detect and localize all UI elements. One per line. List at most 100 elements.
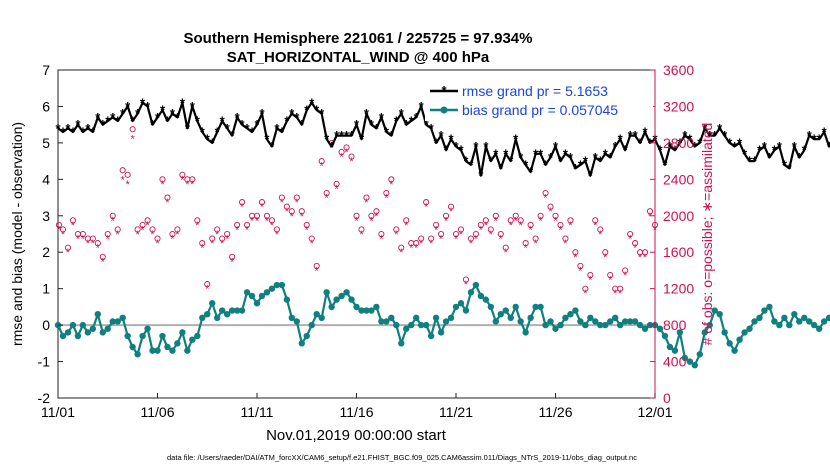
x-tick-label: 11/06 <box>141 404 175 420</box>
rmse-point: * <box>727 135 733 150</box>
y-left-tick-label: 3 <box>42 208 50 224</box>
obs-possible-point <box>204 281 211 288</box>
bias-point <box>403 325 410 332</box>
rmse-point: * <box>498 161 504 176</box>
rmse-point: * <box>309 95 315 110</box>
obs-assimilated-point: * <box>369 215 374 227</box>
y-left-tick-label: 4 <box>42 171 50 187</box>
obs-possible-point <box>288 208 295 215</box>
rmse-point: * <box>508 154 514 169</box>
x-axis-label: Nov.01,2019 00:00:00 start <box>266 427 447 444</box>
obs-assimilated-point: * <box>593 220 598 232</box>
obs-possible-point <box>497 230 504 238</box>
obs-assimilated-point: * <box>354 215 359 227</box>
rmse-point: * <box>762 139 768 154</box>
bias-point <box>169 347 176 354</box>
y-right-tick-label: 3600 <box>663 62 694 78</box>
bias-point <box>427 332 435 340</box>
obs-possible-point <box>79 230 86 238</box>
rmse-point: * <box>757 143 763 158</box>
obs-possible-point <box>642 249 649 256</box>
rmse-point: * <box>324 132 330 147</box>
bias-point <box>174 340 181 347</box>
obs-assimilated-point: * <box>185 179 190 191</box>
obs-assimilated-point: * <box>533 238 538 250</box>
bias-point <box>691 362 698 369</box>
obs-possible-point <box>169 230 176 238</box>
bias-point <box>238 307 246 314</box>
obs-assimilated-point: * <box>76 234 81 246</box>
bias-point <box>293 318 300 325</box>
rmse-point: * <box>827 139 830 154</box>
bias-point <box>592 318 599 325</box>
obs-assimilated-point: * <box>310 238 315 250</box>
obs-possible-point <box>363 194 370 201</box>
obs-possible-point <box>522 240 529 247</box>
bias-point <box>398 340 405 347</box>
obs-possible-point <box>89 235 96 242</box>
obs-possible-point <box>442 212 450 219</box>
obs-possible-point <box>174 226 181 233</box>
obs-assimilated-point: * <box>514 215 519 227</box>
obs-assimilated-point: * <box>583 288 588 300</box>
bias-point <box>363 307 370 314</box>
obs-possible-point <box>253 212 261 219</box>
rmse-point: * <box>822 124 828 139</box>
bias-point <box>328 303 335 311</box>
obs-assimilated-point: * <box>454 234 459 246</box>
obs-possible-point <box>646 208 654 215</box>
y-left-tick-label: 5 <box>42 135 50 151</box>
rmse-point: * <box>215 124 221 139</box>
bias-point <box>253 300 261 307</box>
y-right-tick-label: 3200 <box>663 98 694 114</box>
bias-point <box>786 321 793 329</box>
bias-point <box>373 303 380 311</box>
rmse-point: * <box>264 132 270 147</box>
obs-assimilated-point: * <box>195 220 200 232</box>
obs-assimilated-point: * <box>285 206 290 218</box>
obs-possible-point <box>577 262 584 269</box>
obs-assimilated-point: * <box>150 229 155 241</box>
obs-possible-point <box>597 226 604 233</box>
legend-bias-label: bias grand pr = 0.057045 <box>462 102 618 118</box>
bias-point <box>731 347 738 354</box>
bias-point <box>323 289 330 296</box>
obs-possible-point <box>428 235 435 242</box>
obs-assimilated-point: * <box>504 247 509 259</box>
bias-point <box>129 343 136 351</box>
obs-assimilated-point: * <box>389 179 394 191</box>
obs-assimilated-point: * <box>61 229 66 241</box>
rmse-point: * <box>598 154 604 169</box>
obs-assimilated-point: * <box>524 243 529 255</box>
obs-assimilated-point: * <box>280 197 285 209</box>
rmse-point: * <box>249 124 255 139</box>
obs-assimilated-point: * <box>180 174 185 186</box>
bias-point <box>378 318 385 325</box>
y-left-tick-label: 2 <box>42 244 50 260</box>
bias-point <box>209 300 216 307</box>
bias-point <box>537 303 544 311</box>
obs-possible-point <box>64 244 71 251</box>
obs-possible-point <box>144 217 151 224</box>
obs-possible-point <box>632 240 639 247</box>
obs-assimilated-point: * <box>638 252 643 264</box>
rmse-point: * <box>409 114 415 129</box>
obs-assimilated-point: * <box>598 229 603 241</box>
rmse-point: * <box>329 139 335 154</box>
bias-point <box>736 336 743 343</box>
rmse-point: * <box>463 154 469 169</box>
rmse-point: * <box>175 110 181 125</box>
obs-possible-point <box>214 226 221 233</box>
obs-possible-point <box>622 267 629 274</box>
chart-title-line2: SAT_HORIZONTAL_WIND @ 400 hPa <box>227 49 490 66</box>
obs-assimilated-point: * <box>404 220 409 232</box>
rmse-point: * <box>802 143 808 158</box>
rmse-point: * <box>643 124 649 139</box>
obs-possible-point <box>567 217 574 224</box>
bias-point <box>273 281 281 289</box>
obs-assimilated-point: * <box>459 229 464 241</box>
obs-possible-point <box>258 199 266 206</box>
bias-point <box>119 314 126 322</box>
bias-point <box>631 318 639 325</box>
obs-possible-point <box>547 203 554 210</box>
